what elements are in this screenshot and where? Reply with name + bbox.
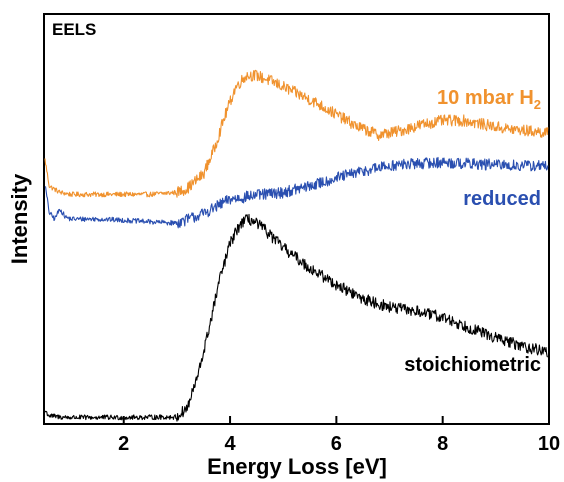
plot-frame bbox=[43, 13, 550, 425]
series-labels: 10 mbar H2 reduced stoichiometric bbox=[404, 87, 541, 376]
series-label-reduced: reduced bbox=[463, 188, 541, 210]
series-label-h2: 10 mbar H2 bbox=[437, 87, 541, 112]
panel-label: EELS bbox=[52, 20, 96, 39]
series-line-reduced bbox=[44, 156, 549, 229]
x-tick-label: 8 bbox=[437, 433, 448, 455]
series-label-subscript: 2 bbox=[534, 97, 541, 112]
series-label-stoichiometric: stoichiometric bbox=[404, 354, 541, 376]
series-lines bbox=[44, 69, 549, 422]
x-tick-label: 2 bbox=[118, 433, 129, 455]
series-line-h2 bbox=[44, 69, 549, 198]
series-line-stoichiometric bbox=[44, 213, 548, 422]
series-label-text: 10 mbar H bbox=[437, 87, 534, 109]
x-tick-label: 4 bbox=[224, 433, 236, 455]
x-axis-title: Energy Loss [eV] bbox=[207, 454, 387, 479]
x-tick-label: 10 bbox=[538, 433, 560, 455]
x-tick-label: 6 bbox=[331, 433, 342, 455]
series-label-text: stoichiometric bbox=[404, 354, 541, 376]
y-axis-title: Intensity bbox=[7, 173, 32, 264]
series-label-text: reduced bbox=[463, 188, 541, 210]
x-axis-ticks: 2 4 6 8 10 bbox=[118, 416, 560, 455]
